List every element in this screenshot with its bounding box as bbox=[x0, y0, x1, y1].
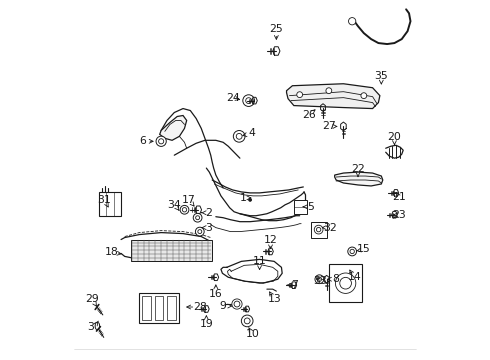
Text: 32: 32 bbox=[323, 222, 337, 233]
Text: 27: 27 bbox=[322, 121, 336, 131]
Circle shape bbox=[315, 275, 324, 284]
Circle shape bbox=[156, 136, 166, 147]
Circle shape bbox=[348, 18, 356, 25]
Text: 24: 24 bbox=[226, 93, 240, 103]
Bar bbox=[142, 296, 151, 320]
Circle shape bbox=[182, 208, 187, 212]
Circle shape bbox=[314, 225, 323, 234]
Circle shape bbox=[245, 318, 250, 324]
Bar bbox=[167, 296, 176, 320]
Text: 29: 29 bbox=[85, 294, 99, 304]
Text: 31: 31 bbox=[98, 195, 111, 205]
Text: 33: 33 bbox=[313, 276, 327, 286]
Text: 1: 1 bbox=[240, 193, 246, 203]
Text: 12: 12 bbox=[264, 234, 277, 244]
Circle shape bbox=[317, 228, 321, 232]
Circle shape bbox=[196, 216, 199, 220]
Circle shape bbox=[243, 95, 254, 107]
Circle shape bbox=[317, 277, 321, 282]
Circle shape bbox=[193, 213, 202, 222]
Circle shape bbox=[340, 277, 351, 289]
Bar bbox=[99, 192, 121, 216]
Bar bbox=[139, 293, 179, 323]
Text: 20: 20 bbox=[388, 132, 401, 142]
Text: 17: 17 bbox=[182, 195, 196, 205]
Text: 22: 22 bbox=[351, 164, 365, 174]
Circle shape bbox=[198, 230, 202, 234]
Bar bbox=[311, 222, 327, 238]
Text: 8: 8 bbox=[333, 274, 340, 284]
Text: 6: 6 bbox=[140, 136, 147, 146]
Circle shape bbox=[180, 206, 189, 214]
Text: 23: 23 bbox=[392, 210, 406, 220]
Text: 21: 21 bbox=[392, 192, 406, 202]
Text: 3: 3 bbox=[205, 222, 212, 233]
Circle shape bbox=[335, 273, 356, 293]
Text: 25: 25 bbox=[270, 24, 283, 34]
Text: 2: 2 bbox=[205, 208, 212, 218]
Circle shape bbox=[297, 92, 303, 98]
Circle shape bbox=[196, 227, 204, 236]
Polygon shape bbox=[160, 116, 187, 140]
Circle shape bbox=[245, 98, 251, 104]
Text: 7: 7 bbox=[291, 280, 298, 290]
Text: 34: 34 bbox=[168, 200, 181, 210]
Text: 26: 26 bbox=[302, 109, 316, 120]
Text: 9: 9 bbox=[220, 301, 226, 311]
Text: 16: 16 bbox=[209, 289, 223, 299]
Circle shape bbox=[232, 299, 242, 309]
Circle shape bbox=[159, 139, 164, 144]
Polygon shape bbox=[287, 84, 380, 109]
Circle shape bbox=[361, 93, 367, 99]
Text: 14: 14 bbox=[347, 272, 361, 282]
Text: 18: 18 bbox=[105, 247, 119, 257]
Bar bbox=[329, 264, 362, 302]
Circle shape bbox=[234, 301, 240, 307]
Circle shape bbox=[242, 315, 253, 327]
Bar bbox=[155, 296, 163, 320]
Circle shape bbox=[248, 198, 251, 201]
Text: 5: 5 bbox=[307, 202, 314, 212]
Text: 30: 30 bbox=[87, 322, 101, 332]
Text: 28: 28 bbox=[193, 302, 207, 312]
Circle shape bbox=[326, 88, 332, 94]
Text: 35: 35 bbox=[374, 71, 388, 81]
Text: 11: 11 bbox=[253, 256, 267, 266]
Circle shape bbox=[350, 249, 354, 254]
Text: 15: 15 bbox=[357, 244, 371, 255]
Text: 4: 4 bbox=[249, 129, 256, 138]
Circle shape bbox=[348, 247, 357, 256]
Bar bbox=[294, 200, 307, 214]
Circle shape bbox=[233, 131, 245, 142]
Bar bbox=[130, 239, 212, 261]
Text: 10: 10 bbox=[245, 329, 259, 339]
Text: 19: 19 bbox=[199, 319, 213, 329]
Polygon shape bbox=[335, 172, 383, 186]
Circle shape bbox=[236, 134, 242, 139]
Text: 13: 13 bbox=[267, 294, 281, 304]
